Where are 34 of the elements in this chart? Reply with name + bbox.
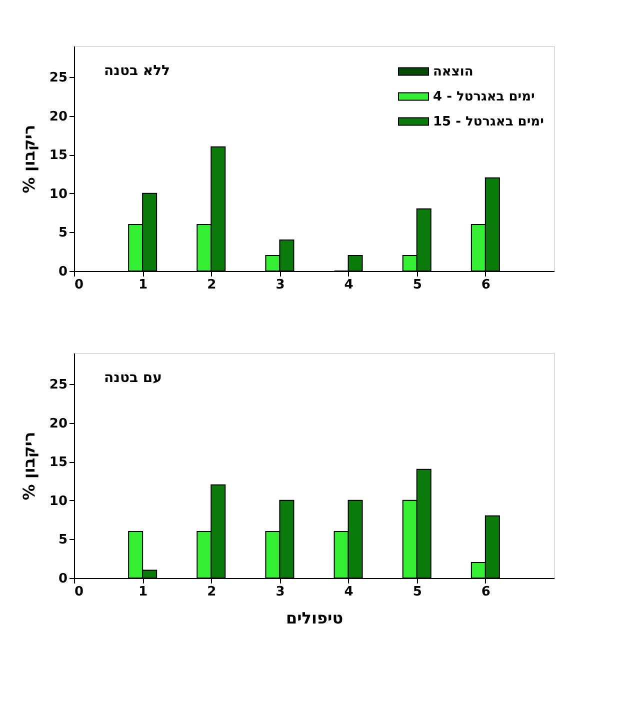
x-tick-label: 6: [481, 278, 490, 292]
y-tick-label: 20: [49, 109, 68, 124]
x-tick-label: 2: [207, 584, 216, 600]
y-tick-label: 25: [49, 70, 68, 86]
y-tick-label: 10: [49, 494, 68, 509]
y-tick-label: 10: [49, 186, 68, 202]
x-tick-label: 0: [74, 584, 84, 600]
legend-label: ימים באגרטל - 4: [433, 90, 535, 104]
y-tick-label: 5: [58, 532, 68, 548]
y-tick-label: 25: [49, 378, 68, 393]
legend-label: הוצאה: [433, 64, 474, 80]
y-tick-label: 0: [58, 264, 68, 280]
y-tick-label: 15: [49, 455, 68, 470]
annotation: ללא בטנה: [104, 63, 170, 79]
y-tick-label: 20: [49, 416, 68, 432]
y-axis-title: % ריקבון: [19, 124, 38, 194]
legend-label: ימים באגרטל - 15: [433, 114, 544, 130]
x-tick-label: 0: [74, 278, 84, 292]
x-tick-label: 6: [481, 584, 490, 600]
x-tick-label: 4: [344, 278, 354, 292]
x-tick-label: 1: [138, 584, 148, 600]
x-tick-label: 3: [276, 584, 285, 600]
x-tick-label: 5: [412, 584, 422, 600]
y-axis-title: % ריקבון: [19, 432, 38, 500]
annotation: עם בטנה: [104, 370, 162, 386]
x-tick-label: 1: [138, 278, 148, 292]
x-tick-label: 4: [344, 584, 354, 600]
y-tick-label: 15: [49, 148, 68, 164]
x-tick-label: 3: [276, 278, 285, 292]
x-tick-label: 2: [207, 278, 216, 292]
y-tick-label: 5: [58, 226, 68, 241]
x-axis-title: טיפולים: [286, 608, 344, 628]
x-tick-label: 5: [412, 278, 422, 292]
y-tick-label: 0: [58, 572, 68, 586]
